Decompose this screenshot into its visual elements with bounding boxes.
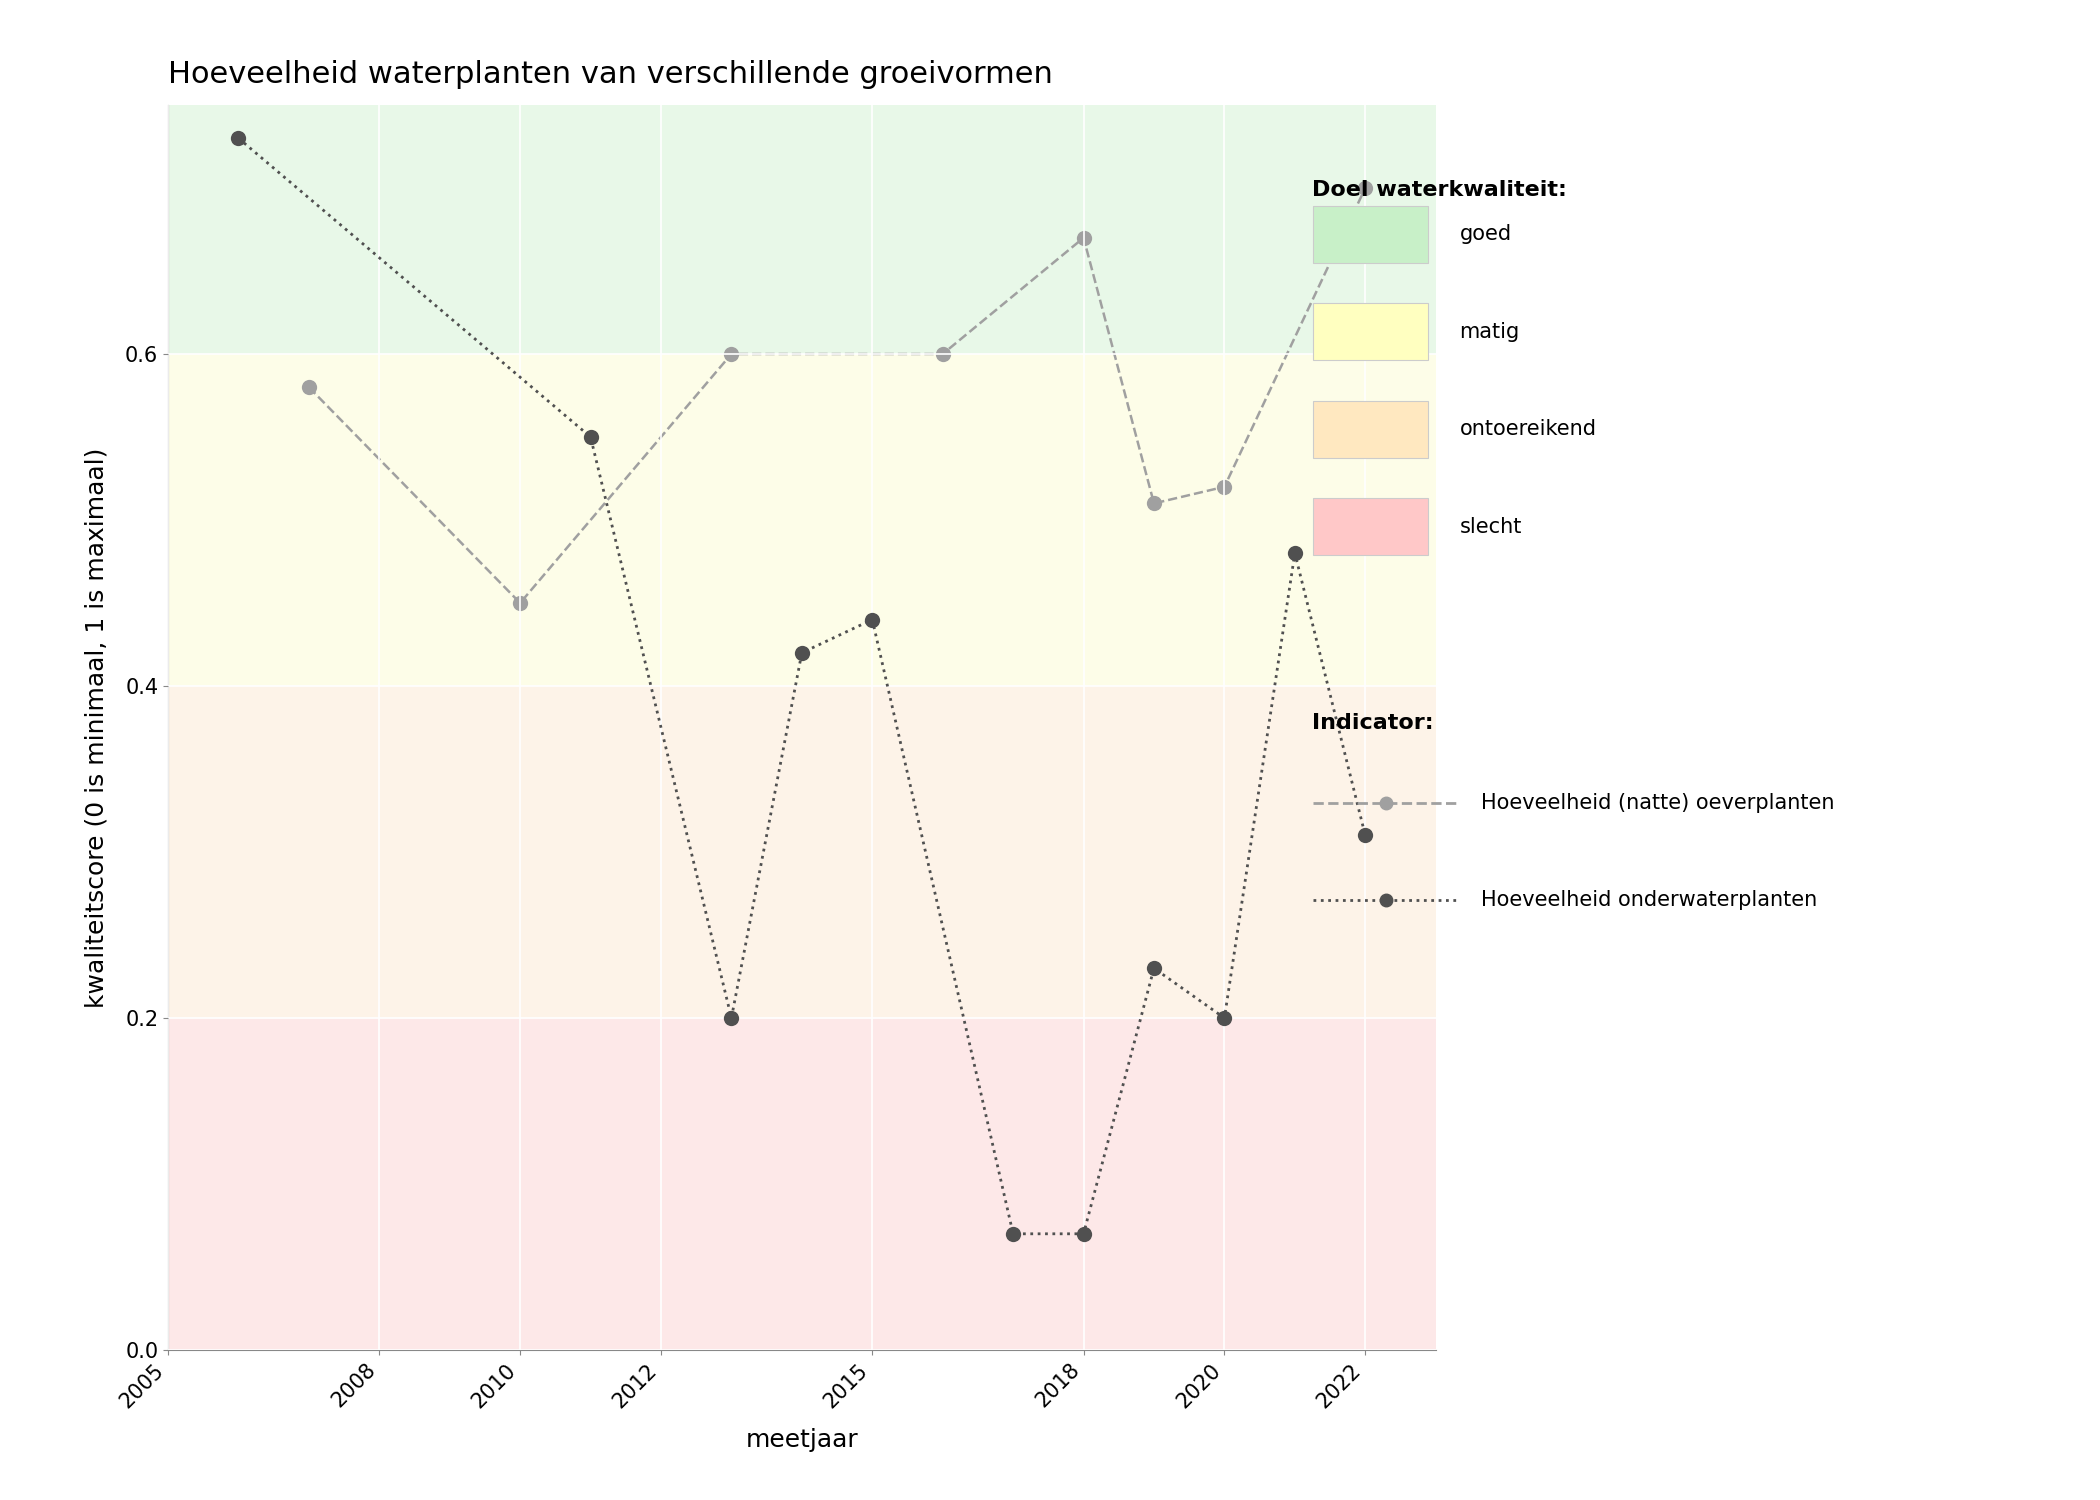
Text: Hoeveelheid waterplanten van verschillende groeivormen: Hoeveelheid waterplanten van verschillen… [168,60,1052,88]
Text: matig: matig [1460,321,1520,342]
Bar [168,354,1436,686]
Y-axis label: kwaliteitscore (0 is minimaal, 1 is maximaal): kwaliteitscore (0 is minimaal, 1 is maxi… [84,447,109,1008]
Text: Doel waterkwaliteit:: Doel waterkwaliteit: [1312,180,1567,200]
Bar [168,105,1436,354]
Bar [168,686,1436,1018]
Text: Hoeveelheid (natte) oeverplanten: Hoeveelheid (natte) oeverplanten [1480,792,1833,813]
Text: Hoeveelheid onderwaterplanten: Hoeveelheid onderwaterplanten [1480,890,1816,910]
Bar [168,1019,1436,1350]
Text: slecht: slecht [1460,516,1522,537]
X-axis label: meetjaar: meetjaar [746,1428,859,1452]
Text: Indicator:: Indicator: [1312,712,1434,732]
Text: goed: goed [1460,224,1512,245]
Text: ontoereikend: ontoereikend [1460,419,1596,440]
